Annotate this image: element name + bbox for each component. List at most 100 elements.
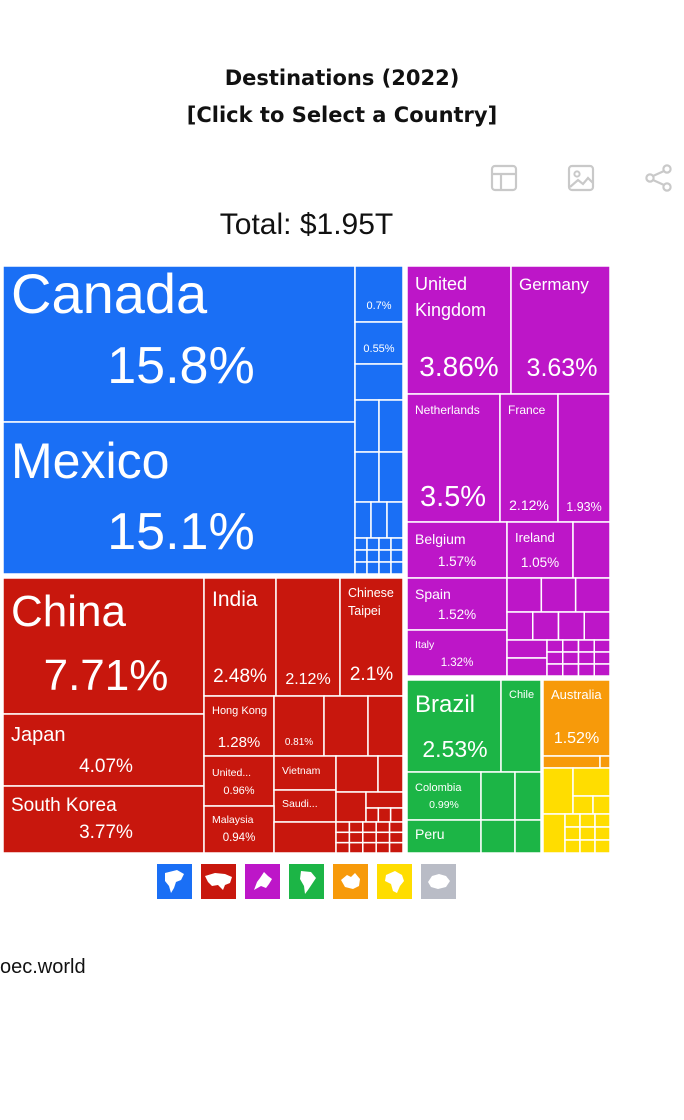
tile-small[interactable] [562, 639, 580, 653]
tile-small[interactable] [273, 821, 337, 854]
antarctica-icon[interactable] [421, 864, 456, 899]
tile-small[interactable] [514, 819, 542, 854]
tile-small[interactable] [335, 831, 351, 844]
south-america-icon[interactable] [289, 864, 324, 899]
tile-small[interactable] [354, 451, 380, 503]
tile-hong-kong[interactable] [203, 695, 275, 757]
tile-small[interactable] [365, 791, 404, 809]
tile-small[interactable] [546, 639, 564, 653]
tile-small[interactable] [583, 611, 611, 641]
tile-1-93[interactable] [557, 393, 611, 523]
tile-small[interactable] [577, 663, 595, 677]
tile-small[interactable] [378, 451, 404, 503]
tile-small[interactable] [354, 561, 368, 575]
tile-south-korea[interactable] [2, 785, 205, 854]
asia-icon[interactable] [201, 864, 236, 899]
tile-brazil[interactable] [406, 679, 502, 773]
tile-small[interactable] [593, 639, 611, 653]
tile-small[interactable] [388, 821, 404, 834]
tile-small[interactable] [532, 611, 560, 641]
tile-small[interactable] [579, 826, 596, 841]
tile-small[interactable] [390, 561, 404, 575]
tile-chile[interactable] [500, 679, 542, 773]
tile-small[interactable] [389, 807, 404, 823]
tile-small[interactable] [378, 399, 404, 453]
tile-small[interactable] [542, 767, 574, 815]
tile-small[interactable] [542, 813, 566, 854]
tile-china[interactable] [2, 577, 205, 715]
tile-small[interactable] [348, 841, 364, 854]
tile-small[interactable] [594, 813, 611, 828]
tile-small[interactable] [564, 813, 581, 828]
tile-small[interactable] [593, 663, 611, 677]
tile-small[interactable] [594, 839, 611, 854]
tile-spain[interactable] [406, 577, 508, 631]
source-credit[interactable]: oec.world [0, 956, 86, 978]
tile-small[interactable] [354, 501, 372, 539]
tile-india[interactable] [203, 577, 277, 697]
tile-germany[interactable] [510, 265, 611, 395]
tile-small[interactable] [542, 755, 601, 769]
tile-small[interactable] [599, 755, 611, 769]
tile-small[interactable] [564, 826, 581, 841]
tile-small[interactable] [335, 755, 379, 793]
tile-small[interactable] [375, 841, 391, 854]
tile-small[interactable] [354, 549, 368, 563]
treemap-chart[interactable]: Canada 15.8% Mexico 15.1% 0.7% 0.55% China 7.71… [0, 0, 684, 860]
tile-italy[interactable] [406, 629, 508, 677]
tile-small[interactable] [514, 771, 542, 821]
tile-small[interactable] [365, 807, 380, 823]
tile-small[interactable] [335, 791, 367, 823]
tile-2-12[interactable] [275, 577, 341, 697]
tile-small[interactable] [572, 767, 611, 797]
tile-small[interactable] [367, 695, 404, 757]
tile-small[interactable] [362, 831, 377, 844]
tile-small[interactable] [354, 363, 404, 401]
tile-small[interactable] [323, 695, 369, 757]
table-icon[interactable] [488, 162, 520, 194]
tile-small[interactable] [388, 841, 404, 854]
oceania-icon[interactable] [333, 864, 368, 899]
tile-small[interactable] [378, 537, 392, 551]
tile-small[interactable] [577, 651, 595, 665]
tile-small[interactable] [480, 771, 516, 821]
tile-small[interactable] [577, 639, 595, 653]
tile-small[interactable] [375, 831, 391, 844]
tile-small[interactable] [594, 826, 611, 841]
tile-small[interactable] [370, 501, 388, 539]
tile-small[interactable] [579, 839, 596, 854]
tile-small[interactable] [348, 821, 364, 834]
tile-small[interactable] [335, 821, 351, 834]
tile-small[interactable] [506, 657, 548, 677]
tile-ireland[interactable] [506, 521, 574, 579]
tile-australia[interactable] [542, 679, 611, 757]
tile-small[interactable] [390, 537, 404, 551]
tile-small[interactable] [572, 795, 594, 815]
tile-japan[interactable] [2, 713, 205, 787]
tile-france[interactable] [499, 393, 559, 523]
tile-small[interactable] [579, 813, 596, 828]
tile-small[interactable] [377, 807, 392, 823]
tile-united-kingdom[interactable] [406, 265, 512, 395]
tile-united[interactable] [203, 755, 275, 807]
tile-small[interactable] [375, 821, 391, 834]
tile-malaysia[interactable] [203, 805, 275, 854]
tile-mexico[interactable] [2, 421, 356, 575]
africa-icon[interactable] [377, 864, 412, 899]
tile-small[interactable] [388, 831, 404, 844]
image-icon[interactable] [565, 162, 597, 194]
tile-small[interactable] [377, 755, 404, 793]
tile-small[interactable] [366, 549, 380, 563]
tile-vietnam[interactable] [273, 755, 337, 791]
tile-small[interactable] [348, 831, 364, 844]
tile-0-7[interactable] [354, 265, 404, 323]
tile-small[interactable] [506, 611, 534, 641]
tile-small[interactable] [378, 561, 392, 575]
tile-small[interactable] [540, 577, 577, 613]
tile-small[interactable] [335, 841, 351, 854]
share-icon[interactable] [643, 162, 675, 194]
tile-small[interactable] [366, 537, 380, 551]
tile-small[interactable] [592, 795, 611, 815]
tile-small[interactable] [354, 537, 368, 551]
tile-colombia[interactable] [406, 771, 482, 821]
